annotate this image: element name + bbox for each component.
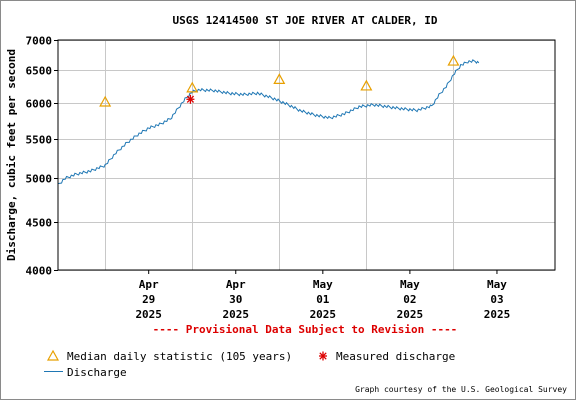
median-point	[273, 73, 286, 85]
series-layer	[57, 54, 480, 185]
x-tick-label: 2025	[397, 308, 424, 321]
y-tick-label: 6500	[26, 65, 53, 78]
median-point	[186, 81, 199, 93]
y-axis-label: Discharge, cubic feet per second	[5, 49, 18, 261]
x-tick-label: 01	[316, 293, 330, 306]
measured-point	[186, 94, 195, 104]
median-point	[360, 79, 373, 91]
x-tick-label: 2025	[135, 308, 162, 321]
y-tick-label: 6000	[26, 98, 53, 111]
x-tick-label: May	[400, 278, 420, 291]
provisional-notice: ---- Provisional Data Subject to Revisio…	[153, 323, 458, 336]
y-tick-label: 5500	[26, 134, 53, 147]
y-tick-label: 4000	[26, 265, 53, 278]
median-point	[99, 95, 112, 107]
y-tick-label: 7000	[26, 35, 53, 48]
x-tick-label: May	[487, 278, 507, 291]
x-tick-label: Apr	[139, 278, 159, 291]
median-point	[447, 54, 460, 66]
legend-label-measured: Measured discharge	[336, 350, 455, 363]
legend: Median daily statistic (105 years) Measur…	[44, 349, 455, 379]
legend-asterisk-icon	[319, 351, 327, 361]
chart-title: USGS 12414500 ST JOE RIVER AT CALDER, ID	[173, 14, 438, 27]
graph-credit: Graph courtesy of the U.S. Geological Su…	[355, 385, 567, 394]
x-tick-label: 2025	[310, 308, 337, 321]
y-tick-label: 4500	[26, 217, 53, 230]
x-axis-ticks: Apr 29 2025 Apr 30 2025 May 01 2025 May 02 2025 May 0…	[135, 270, 510, 321]
legend-triangle-icon	[46, 349, 60, 361]
legend-label-discharge: Discharge	[67, 366, 127, 379]
plot-area-border	[57, 39, 556, 271]
x-tick-label: 29	[142, 293, 155, 306]
grid	[58, 40, 555, 271]
x-tick-label: 30	[229, 293, 242, 306]
y-axis-ticks: 4000 4500 5000 5500 6000 6500 7000	[26, 35, 58, 278]
x-tick-label: May	[313, 278, 333, 291]
x-tick-label: 03	[490, 293, 503, 306]
legend-label-median: Median daily statistic (105 years)	[67, 350, 292, 363]
x-tick-label: 2025	[484, 308, 511, 321]
y-tick-label: 5000	[26, 173, 53, 186]
x-tick-label: Apr	[226, 278, 246, 291]
x-tick-label: 02	[403, 293, 416, 306]
discharge-line	[57, 59, 480, 185]
x-tick-label: 2025	[223, 308, 250, 321]
